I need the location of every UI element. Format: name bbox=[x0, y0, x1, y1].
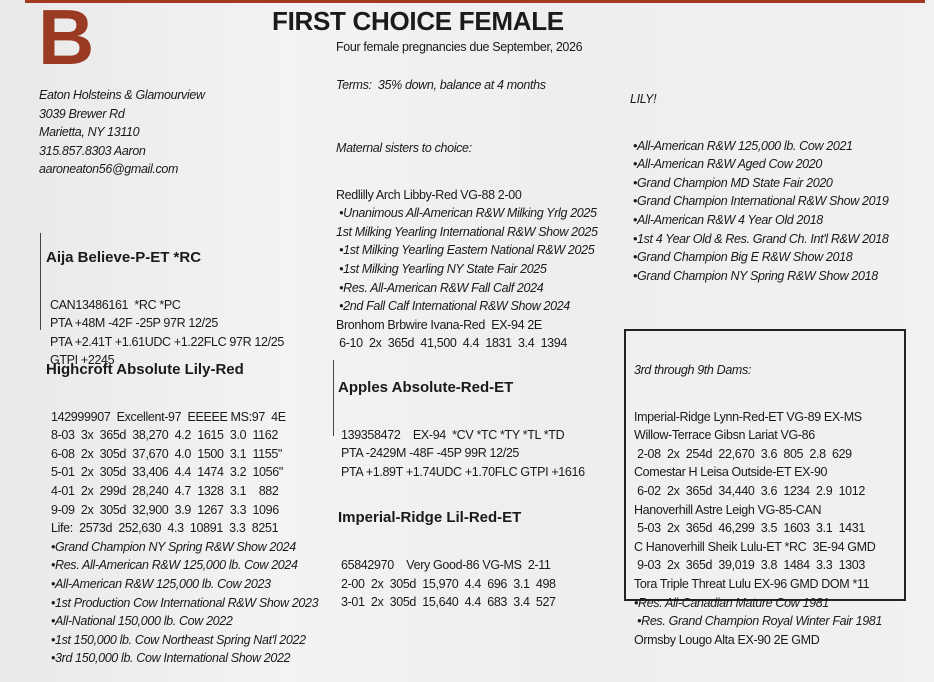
lily-award: •All-American R&W Aged Cow 2020 bbox=[633, 157, 822, 172]
dam-pedigree-line: 5-03 2x 365d 46,299 3.5 1603 3.1 1431 bbox=[634, 521, 865, 536]
sister-line: Bronhom Brbwire Ivana-Red EX-94 2E bbox=[336, 317, 542, 332]
dam-pedigree-line: 9-03 2x 365d 39,019 3.8 1484 3.3 1303 bbox=[634, 558, 865, 573]
sire-rule bbox=[40, 233, 41, 330]
terms: Terms: 35% down, balance at 4 months bbox=[336, 76, 546, 95]
sisters-heading: Maternal sisters to choice: bbox=[336, 141, 472, 155]
dams-box bbox=[624, 329, 906, 601]
subtitle-text: Four female pregnancies due September, 2… bbox=[336, 40, 583, 54]
granddam-name: Imperial-Ridge Lil-Red-ET bbox=[338, 509, 522, 527]
granddam-detail-line: 2-00 2x 305d 15,970 4.4 696 3.1 498 bbox=[341, 576, 556, 591]
grandsire-detail-line: PTA -2429M -48F -45P 99R 12/25 bbox=[341, 446, 520, 461]
dam-record-line: 6-08 2x 305d 37,670 4.0 1500 3.1 1155" bbox=[51, 446, 283, 461]
dam-pedigree-line: 2-08 2x 254d 22,670 3.6 805 2.8 629 bbox=[634, 446, 852, 461]
lily-award: •Grand Champion MD State Fair 2020 bbox=[633, 175, 833, 190]
sister-line: Redlilly Arch Libby-Red VG-88 2-00 bbox=[336, 187, 522, 202]
contact-info: Eaton Holsteins & Glamourview 3039 Brewer… bbox=[39, 86, 205, 179]
contact-line: 3039 Brewer Rd bbox=[39, 106, 125, 121]
dam-record-line: 9-09 2x 305d 32,900 3.9 1267 3.3 1096 bbox=[51, 502, 279, 517]
dam-award: •1st Production Cow International R&W Sh… bbox=[51, 595, 319, 610]
grandsire-detail-line: 139358472 EX-94 *CV *TC *TY *TL *TD bbox=[341, 427, 565, 442]
sister-line: •2nd Fall Calf International R&W Show 20… bbox=[336, 299, 570, 314]
lily-award: •Grand Champion Big E R&W Show 2018 bbox=[633, 250, 853, 265]
sire-name: Aija Believe-P-ET *RC bbox=[46, 249, 202, 266]
dam-pedigree-line: Hanoverhill Astre Leigh VG-85-CAN bbox=[634, 502, 822, 517]
dam-pedigree-line: Tora Triple Threat Lulu EX-96 GMD DOM *1… bbox=[634, 576, 870, 591]
dam-award: •All-American R&W 125,000 lb. Cow 2023 bbox=[51, 576, 271, 591]
contact-line: aaroneaton56@gmail.com bbox=[39, 162, 179, 177]
dam-pedigree-line: 6-02 2x 365d 34,440 3.6 1234 2.9 1012 bbox=[634, 483, 865, 498]
grandsire-rule bbox=[333, 360, 334, 436]
lily-award: •All-American R&W 125,000 lb. Cow 2021 bbox=[633, 138, 853, 153]
top-rule bbox=[25, 0, 925, 3]
sister-line: •1st Milking Yearling Eastern National R… bbox=[336, 243, 595, 258]
sire-block: Aija Believe-P-ET *RC CAN13486161 *RC *P… bbox=[46, 221, 284, 367]
contact-line: Marietta, NY 13110 bbox=[39, 125, 140, 140]
lily-award: •1st 4 Year Old & Res. Grand Ch. Int'l R… bbox=[633, 231, 889, 246]
granddam-detail-line: 65842970 Very Good-86 VG-MS 2-11 bbox=[341, 557, 551, 572]
sister-line: •1st Milking Yearling NY State Fair 2025 bbox=[336, 261, 547, 276]
sister-line: 6-10 2x 365d 41,500 4.4 1831 3.4 1394 bbox=[336, 336, 567, 351]
dam-pedigree-line: Ormsby Lougo Alta EX-90 2E GMD bbox=[634, 632, 820, 647]
dam-pedigree-line: Willow-Terrace Gibsn Lariat VG-86 bbox=[634, 428, 815, 443]
dam-award: •Grand Champion NY Spring R&W Show 2024 bbox=[51, 539, 296, 554]
dam-name: Highcroft Absolute Lily-Red bbox=[46, 361, 244, 378]
dam-record-line: 4-01 2x 299d 28,240 4.7 1328 3.1 882 bbox=[51, 483, 279, 498]
grandsire-name: Apples Absolute-Red-ET bbox=[338, 379, 514, 396]
grandsire-block: Apples Absolute-Red-ET 139358472 EX-94 *… bbox=[338, 351, 585, 626]
contact-line: Eaton Holsteins & Glamourview bbox=[39, 88, 205, 102]
dam-block: Highcroft Absolute Lily-Red 142999907 Ex… bbox=[46, 333, 319, 682]
sisters-block: Maternal sisters to choice: Redlilly Arc… bbox=[336, 111, 598, 367]
dam-record-line: 142999907 Excellent-97 EEEEE MS:97 4E bbox=[51, 409, 286, 424]
grandsire-detail-line: PTA +1.89T +1.74UDC +1.70FLC GTPI +1616 bbox=[341, 464, 585, 479]
dam-award: •Res. All-American R&W 125,000 lb. Cow 2… bbox=[51, 558, 298, 573]
lily-heading: LILY! bbox=[630, 92, 657, 106]
dam-record-line: Life: 2573d 252,630 4.3 10891 3.3 8251 bbox=[51, 521, 279, 536]
sister-line: •Res. All-American R&W Fall Calf 2024 bbox=[336, 280, 544, 295]
dam-award: •3rd 150,000 lb. Cow International Show … bbox=[51, 651, 291, 666]
lily-award: •Grand Champion International R&W Show 2… bbox=[633, 194, 889, 209]
sire-detail-line: GTPI +2245 bbox=[50, 353, 115, 368]
sire-detail-line: PTA +2.41T +1.61UDC +1.22FLC 97R 12/25 bbox=[50, 334, 284, 349]
sire-detail-line: CAN13486161 *RC *PC bbox=[50, 297, 181, 312]
terms-text: Terms: 35% down, balance at 4 months bbox=[336, 78, 546, 92]
dam-pedigree-line: Imperial-Ridge Lynn-Red-ET VG-89 EX-MS bbox=[634, 409, 862, 424]
sire-detail-line: PTA +48M -42F -25P 97R 12/25 bbox=[50, 316, 218, 331]
dam-pedigree-line: •Res. Grand Champion Royal Winter Fair 1… bbox=[634, 614, 883, 629]
sister-line: •Unanimous All-American R&W Milking Yrlg… bbox=[336, 206, 597, 221]
dams-heading: 3rd through 9th Dams: bbox=[634, 363, 752, 377]
dam-award: •All-National 150,000 lb. Cow 2022 bbox=[51, 614, 233, 629]
lily-award: •All-American R&W 4 Year Old 2018 bbox=[633, 212, 823, 227]
section-letter: B bbox=[38, 0, 94, 81]
dam-pedigree-line: •Res. All-Canadian Mature Cow 1981 bbox=[634, 595, 829, 610]
lily-award: •Grand Champion NY Spring R&W Show 2018 bbox=[633, 268, 878, 283]
subtitle: Four female pregnancies due September, 2… bbox=[336, 38, 583, 57]
contact-line: 315.857.8303 Aaron bbox=[39, 143, 146, 158]
dam-pedigree-line: C Hanoverhill Sheik Lulu-ET *RC 3E-94 GM… bbox=[634, 539, 876, 554]
dam-record-line: 8-03 3x 365d 38,270 4.2 1615 3.0 1162 bbox=[51, 428, 278, 443]
dam-record-line: 5-01 2x 305d 33,406 4.4 1474 3.2 1056" bbox=[51, 465, 283, 480]
dam-award: •1st 150,000 lb. Cow Northeast Spring Na… bbox=[51, 632, 306, 647]
page-title: FIRST CHOICE FEMALE bbox=[272, 6, 564, 36]
granddam-detail-line: 3-01 2x 305d 15,640 4.4 683 3.4 527 bbox=[341, 595, 556, 610]
dam-pedigree-line: Comestar H Leisa Outside-ET EX-90 bbox=[634, 465, 828, 480]
sister-line: 1st Milking Yearling International R&W S… bbox=[336, 224, 598, 239]
lily-block: LILY! •All-American R&W 125,000 lb. Cow … bbox=[630, 62, 889, 299]
dams-block: 3rd through 9th Dams: Imperial-Ridge Lyn… bbox=[634, 333, 882, 663]
